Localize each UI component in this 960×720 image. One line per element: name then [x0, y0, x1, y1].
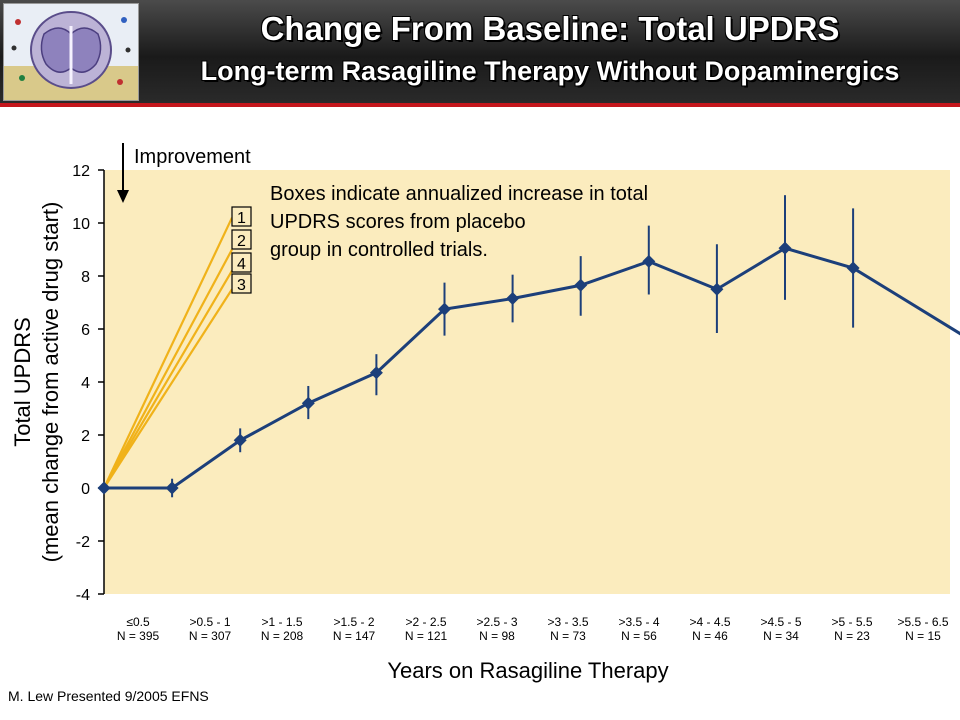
reference-box	[231, 273, 252, 294]
reference-box-label: 3	[237, 277, 246, 294]
data-point	[710, 282, 724, 296]
x-tick-n-label: N = 56	[621, 629, 657, 643]
reference-box-label: 2	[237, 233, 246, 250]
data-point	[369, 366, 383, 380]
x-tick-n-label: N = 395	[117, 629, 160, 643]
x-tick-label: >1 - 1.5	[261, 615, 302, 629]
y-tick-label: 10	[72, 216, 90, 233]
x-tick-label: >5.5 - 6.5	[897, 615, 948, 629]
x-tick-label: >2 - 2.5	[405, 615, 446, 629]
x-tick-n-label: N = 15	[905, 629, 941, 643]
x-tick-label: ≤0.5	[126, 615, 150, 629]
x-tick-label: >3.5 - 4	[618, 615, 659, 629]
x-tick-label: >4 - 4.5	[689, 615, 730, 629]
x-tick-n-label: N = 147	[333, 629, 376, 643]
x-tick-n-label: N = 98	[479, 629, 515, 643]
y-tick-label: 6	[81, 322, 90, 339]
x-tick-n-label: N = 23	[834, 629, 870, 643]
header-accent-line	[0, 103, 960, 107]
citation-text: M. Lew Presented 9/2005 EFNS	[8, 688, 209, 704]
y-tick-label: 2	[81, 428, 90, 445]
reference-line	[103, 270, 233, 489]
y-tick-label: -2	[76, 534, 90, 551]
x-tick-n-label: N = 121	[405, 629, 448, 643]
y-axis-title: Total UPDRS	[10, 317, 35, 447]
x-tick-label: >0.5 - 1	[189, 615, 230, 629]
reference-box-label: 1	[237, 210, 246, 227]
reference-box	[231, 206, 252, 227]
x-tick-label: >4.5 - 5	[760, 615, 801, 629]
reference-line	[103, 217, 233, 489]
x-tick-label: >1.5 - 2	[333, 615, 374, 629]
data-point	[301, 396, 315, 410]
reference-line	[103, 248, 233, 489]
improvement-label: Improvement	[134, 146, 251, 168]
boxes-note-line: Boxes indicate annualized increase in to…	[270, 183, 648, 205]
boxes-note-line: UPDRS scores from placebo	[270, 211, 526, 233]
data-point	[233, 433, 247, 447]
data-point	[438, 302, 451, 316]
x-tick-n-label: N = 34	[763, 629, 799, 643]
reference-box-label: 4	[237, 256, 246, 273]
reference-box	[231, 229, 252, 250]
brain-logo	[3, 3, 139, 101]
y-tick-label: -4	[76, 587, 90, 604]
x-axis-title: Years on Rasagiline Therapy	[387, 658, 668, 683]
x-tick-label: >2.5 - 3	[476, 615, 517, 629]
y-tick-label: 4	[81, 375, 90, 392]
data-point	[846, 261, 860, 275]
x-tick-n-label: N = 73	[550, 629, 586, 643]
data-point	[506, 292, 520, 306]
reference-line	[103, 288, 233, 489]
x-tick-n-label: N = 208	[261, 629, 304, 643]
x-tick-label: >5 - 5.5	[831, 615, 872, 629]
plot-area	[104, 170, 950, 594]
boxes-note-line: group in controlled trials.	[270, 239, 488, 261]
x-tick-n-label: N = 307	[189, 629, 232, 643]
y-axis-title-line2: (mean change from active drug start)	[38, 202, 63, 563]
header-bar: Change From Baseline: Total UPDRS Long-t…	[0, 0, 960, 103]
data-point	[778, 241, 792, 255]
y-tick-label: 0	[81, 481, 90, 498]
improvement-arrow-head	[117, 190, 129, 203]
y-tick-label: 8	[81, 269, 90, 286]
data-point	[165, 481, 179, 495]
y-tick-label: 12	[72, 163, 90, 180]
x-tick-label: >3 - 3.5	[547, 615, 588, 629]
x-tick-n-label: N = 46	[692, 629, 728, 643]
data-point	[574, 278, 588, 292]
data-point	[97, 481, 111, 495]
reference-box	[231, 252, 252, 273]
page-title: Change From Baseline: Total UPDRS	[260, 10, 840, 47]
page-subtitle: Long-term Rasagiline Therapy Without Dop…	[200, 56, 900, 86]
